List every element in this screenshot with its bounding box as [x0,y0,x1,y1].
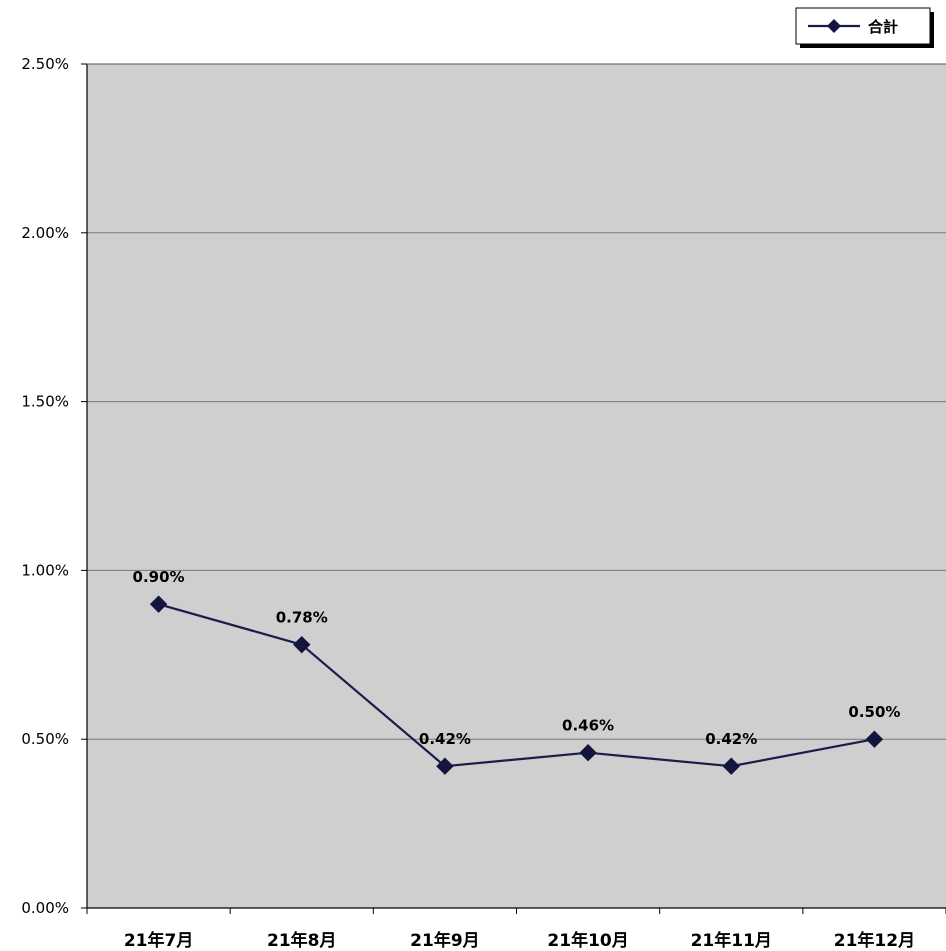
data-label: 0.78% [276,609,328,627]
y-axis-tick-label: 2.00% [21,224,69,242]
y-axis-tick-labels: 0.00% 0.50% 1.00% 1.50% 2.00% 2.50% [21,55,69,917]
series-lines [158,603,875,768]
data-point-marker [293,635,311,654]
plot-area [87,64,946,908]
x-axis-category-label: 21年10月 [547,930,628,951]
series-line [158,603,875,768]
y-axis-tick-label: 2.50% [21,55,69,73]
y-axis-tick-label: 0.50% [21,730,69,748]
legend-label: 合計 [867,18,898,36]
data-labels: 0.90% 0.78% 0.42% 0.46% 0.42% 0.50% [133,568,901,748]
legend-marker-diamond [827,19,841,33]
legend: 合計 [795,7,934,48]
y-axis-tick-label: 1.00% [21,561,69,579]
data-point-marker [149,595,168,613]
data-label: 0.42% [419,730,471,748]
x-axis-category-label: 21年12月 [834,930,915,951]
data-point-marker [722,757,740,775]
series-markers [149,595,884,775]
data-label: 0.50% [848,703,900,721]
data-point-marker [865,730,884,748]
data-label: 0.90% [133,568,185,586]
y-axis-tick-label: 1.50% [21,393,69,411]
y-axis-tick-label: 0.00% [21,899,69,917]
data-point-marker [579,743,597,762]
x-axis-category-label: 21年8月 [267,930,337,951]
x-axis-category-label: 21年9月 [410,930,480,951]
axes [86,63,946,914]
x-axis-category-label: 21年7月 [124,930,194,951]
data-label: 0.42% [705,730,757,748]
data-point-marker [436,757,454,775]
x-axis-category-label: 21年11月 [691,930,772,951]
x-axis-tick-labels: 21年7月 21年8月 21年9月 21年10月 21年11月 21年12月 [124,930,915,951]
data-label: 0.46% [562,717,614,735]
